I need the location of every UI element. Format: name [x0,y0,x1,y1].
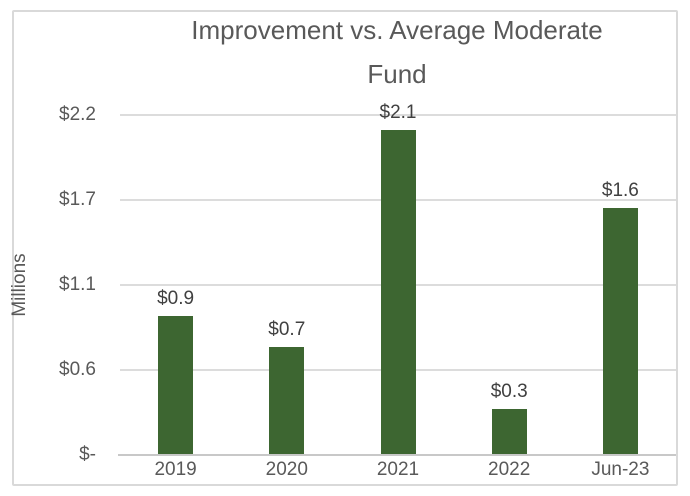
chart-area-border [12,10,678,486]
y-axis-tick-label: $2.2 [59,104,96,125]
bar-data-label: $0.7 [268,318,306,340]
chart-title: Improvement vs. Average Moderate Fund [117,8,677,96]
chart-title-line-1: Improvement vs. Average Moderate [191,15,603,45]
x-axis-line [118,454,676,456]
y-axis-tick-label: $1.7 [59,189,96,210]
bar-2019 [158,315,194,455]
x-axis-tick-label: 2022 [488,459,531,480]
y-axis-tick-label: $0.6 [59,359,96,380]
bar-2022 [491,408,527,455]
y-gridline [120,114,676,116]
bar-data-label: $0.3 [490,380,528,402]
bar-data-label: $0.9 [157,287,195,309]
y-axis-title: Millions [9,253,30,317]
y-axis-tick-label: $- [79,444,96,465]
x-axis-tick-label: 2021 [376,459,420,480]
bar-2020 [269,346,305,455]
bar-Jun-23 [602,207,638,455]
bar-data-label: $1.6 [601,179,639,201]
bar-2021 [380,130,416,455]
x-axis-tick-label: 2019 [154,459,197,480]
chart-title-line-2: Fund [367,59,427,89]
y-axis-tick-label: $1.1 [59,274,96,295]
x-axis-tick-label: 2020 [265,459,308,480]
x-axis-tick-label: Jun-23 [591,459,650,480]
bar-data-label: $2.1 [379,102,417,124]
